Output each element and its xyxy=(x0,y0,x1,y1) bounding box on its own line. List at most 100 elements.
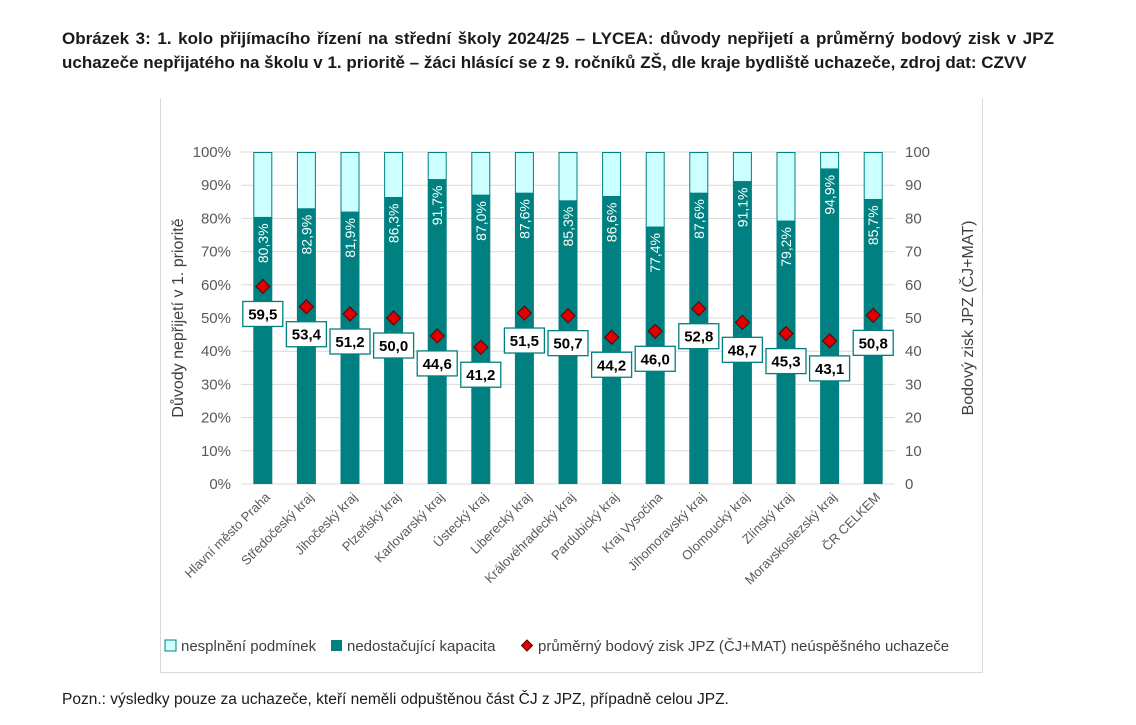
bar-conditions xyxy=(820,152,840,170)
bar-conditions xyxy=(253,152,273,218)
score-data-label: 52,8 xyxy=(684,329,713,346)
y-tick-label: 100% xyxy=(193,144,231,161)
score-data-label: 48,7 xyxy=(728,342,757,359)
y2-axis-title: Bodový zisk JPZ (ČJ+MAT) xyxy=(958,221,977,416)
y2-tick-label: 10 xyxy=(905,443,922,460)
score-data-label: 53,4 xyxy=(292,327,322,344)
bar-conditions xyxy=(427,152,447,181)
bar-conditions xyxy=(340,152,360,213)
y2-tick-label: 60 xyxy=(905,277,922,294)
score-data-label: 50,7 xyxy=(553,336,582,353)
capacity-data-label: 91,7% xyxy=(429,186,445,226)
capacity-data-label: 85,3% xyxy=(560,207,576,247)
y2-tick-label: 30 xyxy=(905,376,922,393)
y-tick-label: 0% xyxy=(209,476,231,493)
score-label-box xyxy=(547,330,589,357)
capacity-data-label: 80,3% xyxy=(255,223,271,263)
score-data-label: 41,2 xyxy=(466,367,495,384)
score-marker xyxy=(734,314,751,331)
capacity-data-label: 87,6% xyxy=(516,199,532,239)
score-data-label: 44,2 xyxy=(597,357,626,374)
score-data-label: 50,0 xyxy=(379,338,408,355)
score-label-box xyxy=(678,323,720,350)
capacity-data-label: 87,0% xyxy=(473,201,489,241)
y2-tick-label: 50 xyxy=(905,310,922,327)
score-label-box xyxy=(852,329,894,356)
bar-conditions xyxy=(384,152,404,198)
y-tick-label: 10% xyxy=(201,443,231,460)
bar-conditions xyxy=(296,152,316,210)
legend-label-conditions: nesplnění podmínek xyxy=(181,638,317,655)
capacity-data-label: 91,1% xyxy=(734,188,750,228)
y2-tick-label: 40 xyxy=(905,343,922,360)
score-data-label: 43,1 xyxy=(815,361,844,378)
score-label-box xyxy=(721,336,764,363)
score-marker xyxy=(821,333,838,349)
legend-label-capacity: nedostačující kapacita xyxy=(347,638,496,655)
y2-tick-label: 20 xyxy=(905,410,922,427)
y2-tick-label: 0 xyxy=(905,476,913,493)
bar-conditions xyxy=(689,152,709,194)
score-label-box xyxy=(634,345,676,372)
score-label-box xyxy=(503,327,546,354)
capacity-data-label: 94,9% xyxy=(822,175,838,215)
y-tick-label: 40% xyxy=(201,343,231,360)
bar-capacity xyxy=(732,181,752,484)
score-marker xyxy=(255,278,271,295)
bar-conditions xyxy=(514,152,534,194)
y-tick-label: 30% xyxy=(201,376,231,393)
score-marker xyxy=(691,300,707,317)
score-label-box xyxy=(329,328,371,355)
score-marker xyxy=(473,339,489,355)
score-marker xyxy=(778,325,794,342)
score-label-box xyxy=(372,332,415,359)
capacity-data-label: 85,7% xyxy=(865,205,881,245)
category-label: Jihomoravský kraj xyxy=(625,489,709,573)
chart-canvas: 80,3% 82,9% 81,9% 86,3% 91,7% 87,0% 87,6% 85,3%… xyxy=(164,144,977,655)
legend: nesplnění podmínek nedostačující kapacita… xyxy=(164,638,949,655)
capacity-data-label: 82,9% xyxy=(298,215,314,255)
score-data-label: 59,5 xyxy=(248,306,277,323)
score-data-label: 51,2 xyxy=(335,334,364,351)
score-marker xyxy=(342,306,358,322)
bar-capacity xyxy=(820,168,840,484)
y-tick-label: 90% xyxy=(201,177,231,194)
score-marker xyxy=(865,307,881,324)
bar-conditions xyxy=(776,152,796,222)
figure-note: Pozn.: výsledky pouze za uchazeče, kteří… xyxy=(62,691,729,708)
legend-swatch-capacity xyxy=(331,640,342,651)
legend-swatch-conditions xyxy=(164,639,177,652)
bar-conditions xyxy=(863,152,883,200)
score-marker xyxy=(603,329,620,345)
y2-tick-label: 100 xyxy=(905,144,930,161)
y2-tick-label: 70 xyxy=(905,244,922,261)
y-tick-label: 70% xyxy=(201,244,231,261)
score-marker xyxy=(516,305,533,321)
score-marker xyxy=(385,310,402,326)
score-label-box xyxy=(765,347,807,375)
bar-conditions xyxy=(645,152,665,228)
y-axis-title: Důvody nepřijetí v 1. prioritě xyxy=(169,218,187,417)
bar-conditions xyxy=(602,152,622,197)
score-label-box xyxy=(285,321,328,348)
chart-frame: 80,3% 82,9% 81,9% 86,3% 91,7% 87,0% 87,6% 85,3%… xyxy=(160,98,983,673)
bar-conditions xyxy=(732,152,752,183)
score-data-label: 44,6 xyxy=(423,356,452,373)
capacity-data-label: 81,9% xyxy=(342,218,358,258)
score-marker xyxy=(298,299,315,315)
figure-caption: Obrázek 3: 1. kolo přijímacího řízení na… xyxy=(62,29,1054,72)
score-label-box xyxy=(460,361,502,388)
score-data-label: 46,0 xyxy=(641,351,670,368)
y-tick-label: 50% xyxy=(201,310,231,327)
score-marker xyxy=(560,307,576,324)
score-label-box xyxy=(242,300,284,328)
score-marker xyxy=(429,328,445,344)
y2-tick-label: 90 xyxy=(905,177,922,194)
y2-tick-label: 80 xyxy=(905,210,922,227)
score-marker xyxy=(647,323,663,339)
score-label-box xyxy=(590,351,633,378)
capacity-data-label: 86,3% xyxy=(386,203,402,243)
capacity-data-label: 79,2% xyxy=(778,227,794,267)
score-data-label: 51,5 xyxy=(510,333,539,350)
capacity-data-label: 87,6% xyxy=(691,199,707,239)
